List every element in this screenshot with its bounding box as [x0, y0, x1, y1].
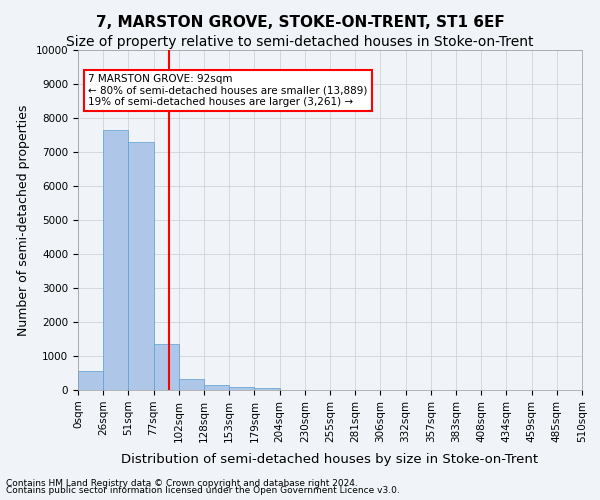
Bar — [179, 380, 204, 390]
Text: Size of property relative to semi-detached houses in Stoke-on-Trent: Size of property relative to semi-detach… — [66, 35, 534, 49]
Text: 7 MARSTON GROVE: 92sqm
← 80% of semi-detached houses are smaller (13,889)
19% of: 7 MARSTON GROVE: 92sqm ← 80% of semi-det… — [88, 74, 367, 107]
Y-axis label: Number of semi-detached properties: Number of semi-detached properties — [17, 104, 30, 336]
Bar — [254, 388, 280, 390]
Bar — [229, 386, 254, 390]
Bar — [204, 384, 229, 390]
Text: Contains public sector information licensed under the Open Government Licence v3: Contains public sector information licen… — [6, 486, 400, 495]
Text: 7, MARSTON GROVE, STOKE-ON-TRENT, ST1 6EF: 7, MARSTON GROVE, STOKE-ON-TRENT, ST1 6E… — [95, 15, 505, 30]
Text: Contains HM Land Registry data © Crown copyright and database right 2024.: Contains HM Land Registry data © Crown c… — [6, 478, 358, 488]
Bar — [154, 344, 179, 390]
Bar — [103, 130, 128, 390]
Bar — [78, 372, 103, 390]
Bar — [128, 142, 154, 390]
X-axis label: Distribution of semi-detached houses by size in Stoke-on-Trent: Distribution of semi-detached houses by … — [121, 453, 539, 466]
